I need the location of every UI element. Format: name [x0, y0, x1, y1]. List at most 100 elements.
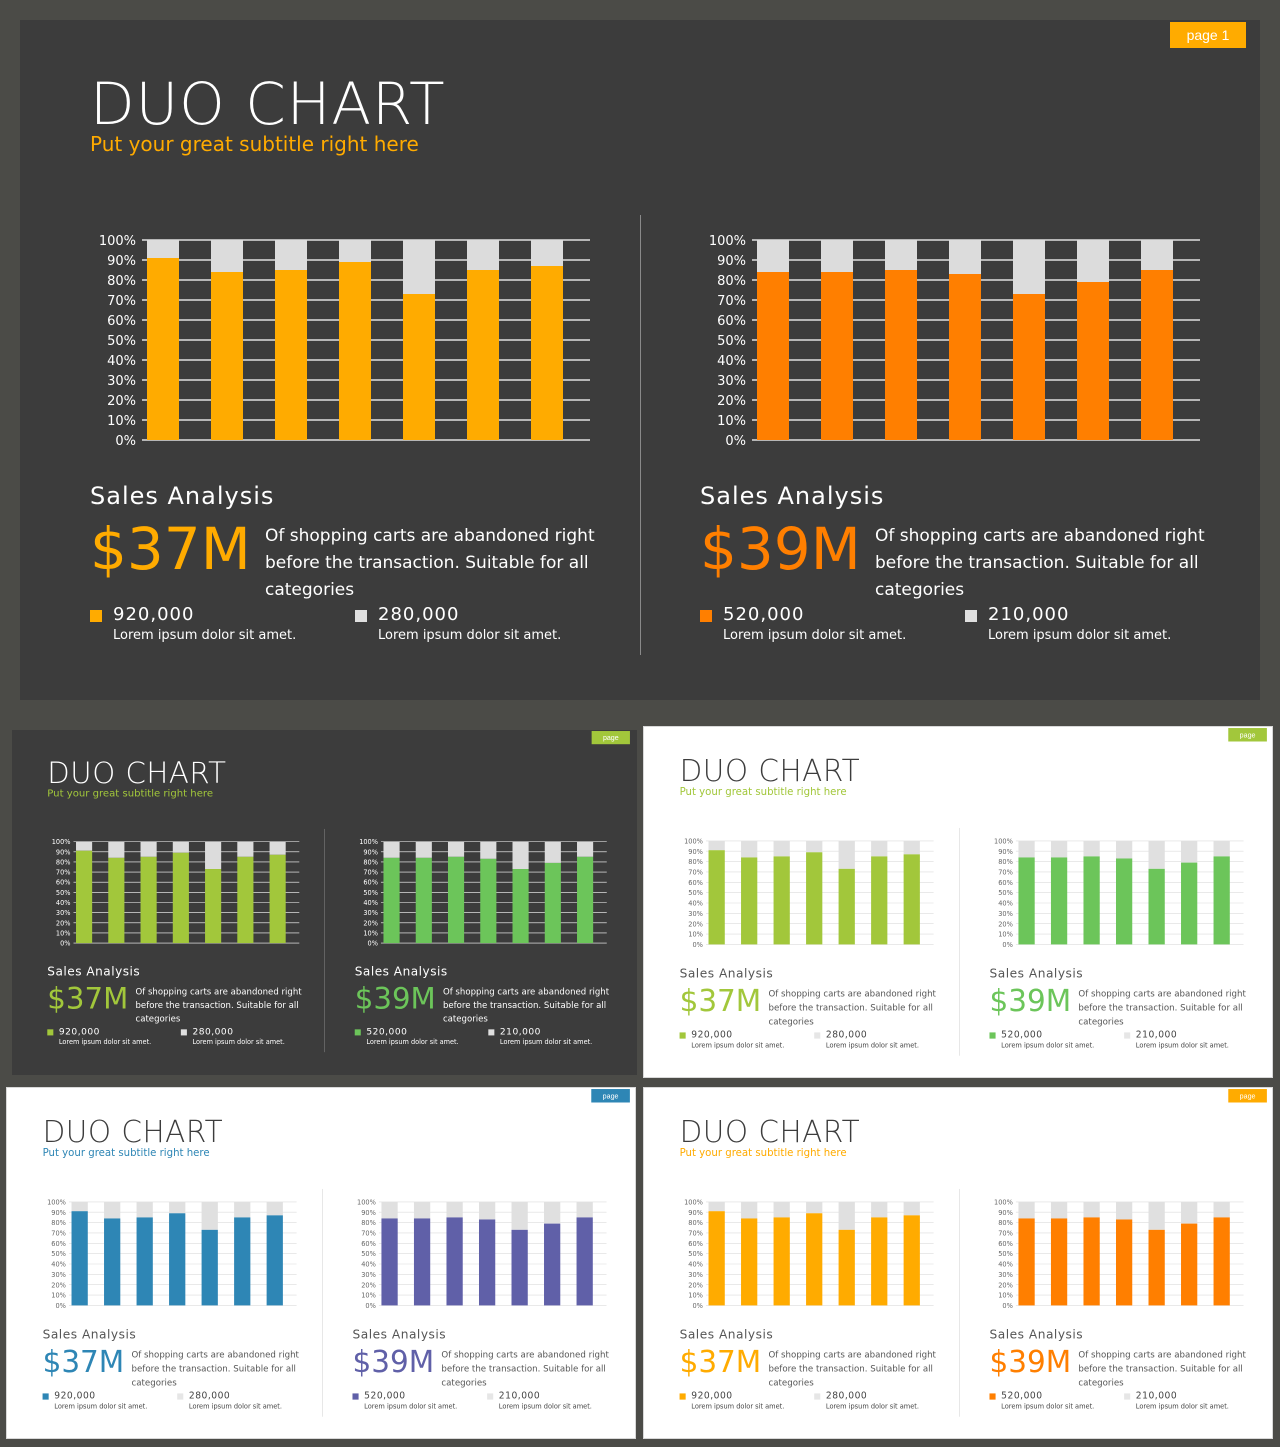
bar-value	[381, 1218, 398, 1306]
bar-remainder	[1141, 240, 1173, 270]
y-tick-label: 60%	[998, 879, 1013, 887]
bar-remainder	[108, 841, 125, 858]
y-tick-label: 0%	[365, 1302, 375, 1310]
y-tick-label: 60%	[56, 879, 71, 887]
y-tick-label: 0%	[60, 940, 70, 948]
y-tick-label: 50%	[688, 1250, 703, 1258]
bar-value	[172, 852, 189, 944]
bar-remainder	[512, 841, 529, 870]
bar-remainder	[806, 1201, 823, 1214]
slide-title: DUO CHART	[679, 752, 861, 789]
y-tick-label: 0%	[1002, 1302, 1012, 1310]
bar-remainder	[234, 1201, 251, 1218]
y-tick-label: 70%	[363, 869, 378, 877]
bar-value	[403, 294, 435, 440]
description: Of shopping carts are abandoned right be…	[1078, 988, 1246, 1028]
y-tick-label: 60%	[998, 1240, 1013, 1248]
bar-value	[205, 869, 222, 944]
y-tick-label: 90%	[361, 1209, 376, 1217]
y-tick-label: 60%	[688, 879, 703, 887]
bar-value	[1148, 1229, 1165, 1306]
left-stacked-bar-chart: 0% 10% 20% 30% 40% 50% 60% 70% 80% 90% 100%	[99, 234, 590, 449]
bar-value	[1077, 282, 1109, 440]
bar-value	[773, 1217, 790, 1306]
legend-value: 210,000	[1135, 1029, 1178, 1041]
y-tick-label: 90%	[688, 848, 703, 856]
y-tick-label: 50%	[688, 889, 703, 897]
description: Of shopping carts are abandoned right be…	[441, 1349, 609, 1389]
y-tick-label: 50%	[56, 889, 71, 897]
bar-value	[446, 1217, 463, 1306]
y-tick-label: 30%	[998, 1271, 1013, 1279]
section-title: Sales Analysis	[42, 1327, 137, 1342]
bar-remainder	[511, 1201, 528, 1230]
bar-value	[1141, 270, 1173, 440]
y-tick-label: 80%	[51, 1219, 66, 1227]
legend-swatch-secondary	[487, 1393, 494, 1400]
y-tick-label: 50%	[363, 889, 378, 897]
panel-divider	[959, 1188, 960, 1417]
y-tick-label: 50%	[998, 1250, 1013, 1258]
bar-value	[741, 857, 758, 945]
slide-subtitle: Put your great subtitle right here	[679, 784, 847, 798]
panel-divider	[324, 828, 326, 1053]
y-tick-label: 100%	[99, 234, 136, 249]
left-panel: 0% 10% 20% 30% 40% 50% 60% 70% 80% 90% 100% Sales …	[37, 1186, 322, 1414]
bar-remainder	[1213, 840, 1230, 857]
legend-swatch-primary	[989, 1032, 996, 1039]
legend-value: 920,000	[54, 1390, 96, 1402]
bar-remainder	[172, 841, 189, 853]
y-tick-label: 20%	[998, 920, 1013, 928]
big-value: $39M	[700, 515, 861, 583]
y-tick-label: 30%	[363, 909, 378, 917]
legend-label: Lorem ipsum dolor sit amet.	[1135, 1402, 1229, 1411]
bar-value	[903, 1215, 920, 1306]
section-title: Sales Analysis	[354, 964, 448, 979]
y-tick-label: 60%	[363, 879, 378, 887]
legend-value: 280,000	[188, 1390, 231, 1402]
bar-remainder	[71, 1201, 88, 1212]
y-tick-label: 0%	[725, 434, 746, 449]
y-tick-label: 90%	[998, 848, 1013, 856]
y-tick-label: 100%	[47, 1198, 66, 1206]
bar-value	[512, 869, 529, 944]
page-badge[interactable]: page	[591, 731, 630, 745]
y-tick-label: 80%	[717, 274, 746, 289]
bar-remainder	[403, 240, 435, 294]
page-badge[interactable]: page	[591, 1089, 630, 1103]
bar-remainder	[1077, 240, 1109, 282]
page-badge[interactable]: page 1	[1170, 22, 1246, 48]
legend-value: 520,000	[723, 604, 805, 625]
bar-value	[383, 857, 400, 944]
legend-value: 280,000	[192, 1026, 234, 1037]
y-tick-label: 30%	[998, 910, 1013, 918]
bar-remainder	[447, 841, 465, 857]
y-tick-label: 20%	[361, 1281, 376, 1289]
page-badge[interactable]: page	[1228, 1089, 1267, 1103]
y-tick-label: 90%	[717, 254, 746, 269]
y-tick-label: 100%	[52, 838, 71, 846]
legend-label: Lorem ipsum dolor sit amet.	[1001, 1041, 1095, 1050]
y-tick-label: 60%	[51, 1240, 66, 1248]
y-tick-label: 80%	[363, 858, 378, 866]
bar-remainder	[480, 841, 497, 859]
right-stacked-bar-chart: 0% 10% 20% 30% 40% 50% 60% 70% 80% 90% 100%	[994, 1198, 1244, 1310]
bar-remainder	[1050, 840, 1068, 858]
bar-value	[1181, 1223, 1198, 1306]
bar-remainder	[1083, 1201, 1100, 1218]
legend-swatch-primary	[90, 610, 102, 622]
bar-remainder	[871, 1201, 888, 1218]
y-tick-label: 90%	[998, 1209, 1013, 1217]
y-tick-label: 0%	[55, 1302, 65, 1310]
right-panel: 0% 10% 20% 30% 40% 50% 60% 70% 80% 90% 100% Sales …	[984, 1186, 1269, 1414]
legend-swatch-primary	[679, 1393, 686, 1400]
y-tick-label: 40%	[717, 354, 746, 369]
description: Of shopping carts are abandoned right be…	[131, 1349, 299, 1389]
page-badge[interactable]: page	[1228, 728, 1267, 742]
y-tick-label: 60%	[107, 314, 136, 329]
slide-content: page DUO CHART Put your great subtitle r…	[12, 730, 637, 1075]
description: Of shopping carts are abandoned right be…	[768, 988, 936, 1028]
description: Of shopping carts are abandoned right be…	[768, 1349, 936, 1389]
legend-label: Lorem ipsum dolor sit amet.	[364, 1402, 458, 1411]
right-stacked-bar-chart: 0% 10% 20% 30% 40% 50% 60% 70% 80% 90% 100%	[357, 1198, 607, 1310]
